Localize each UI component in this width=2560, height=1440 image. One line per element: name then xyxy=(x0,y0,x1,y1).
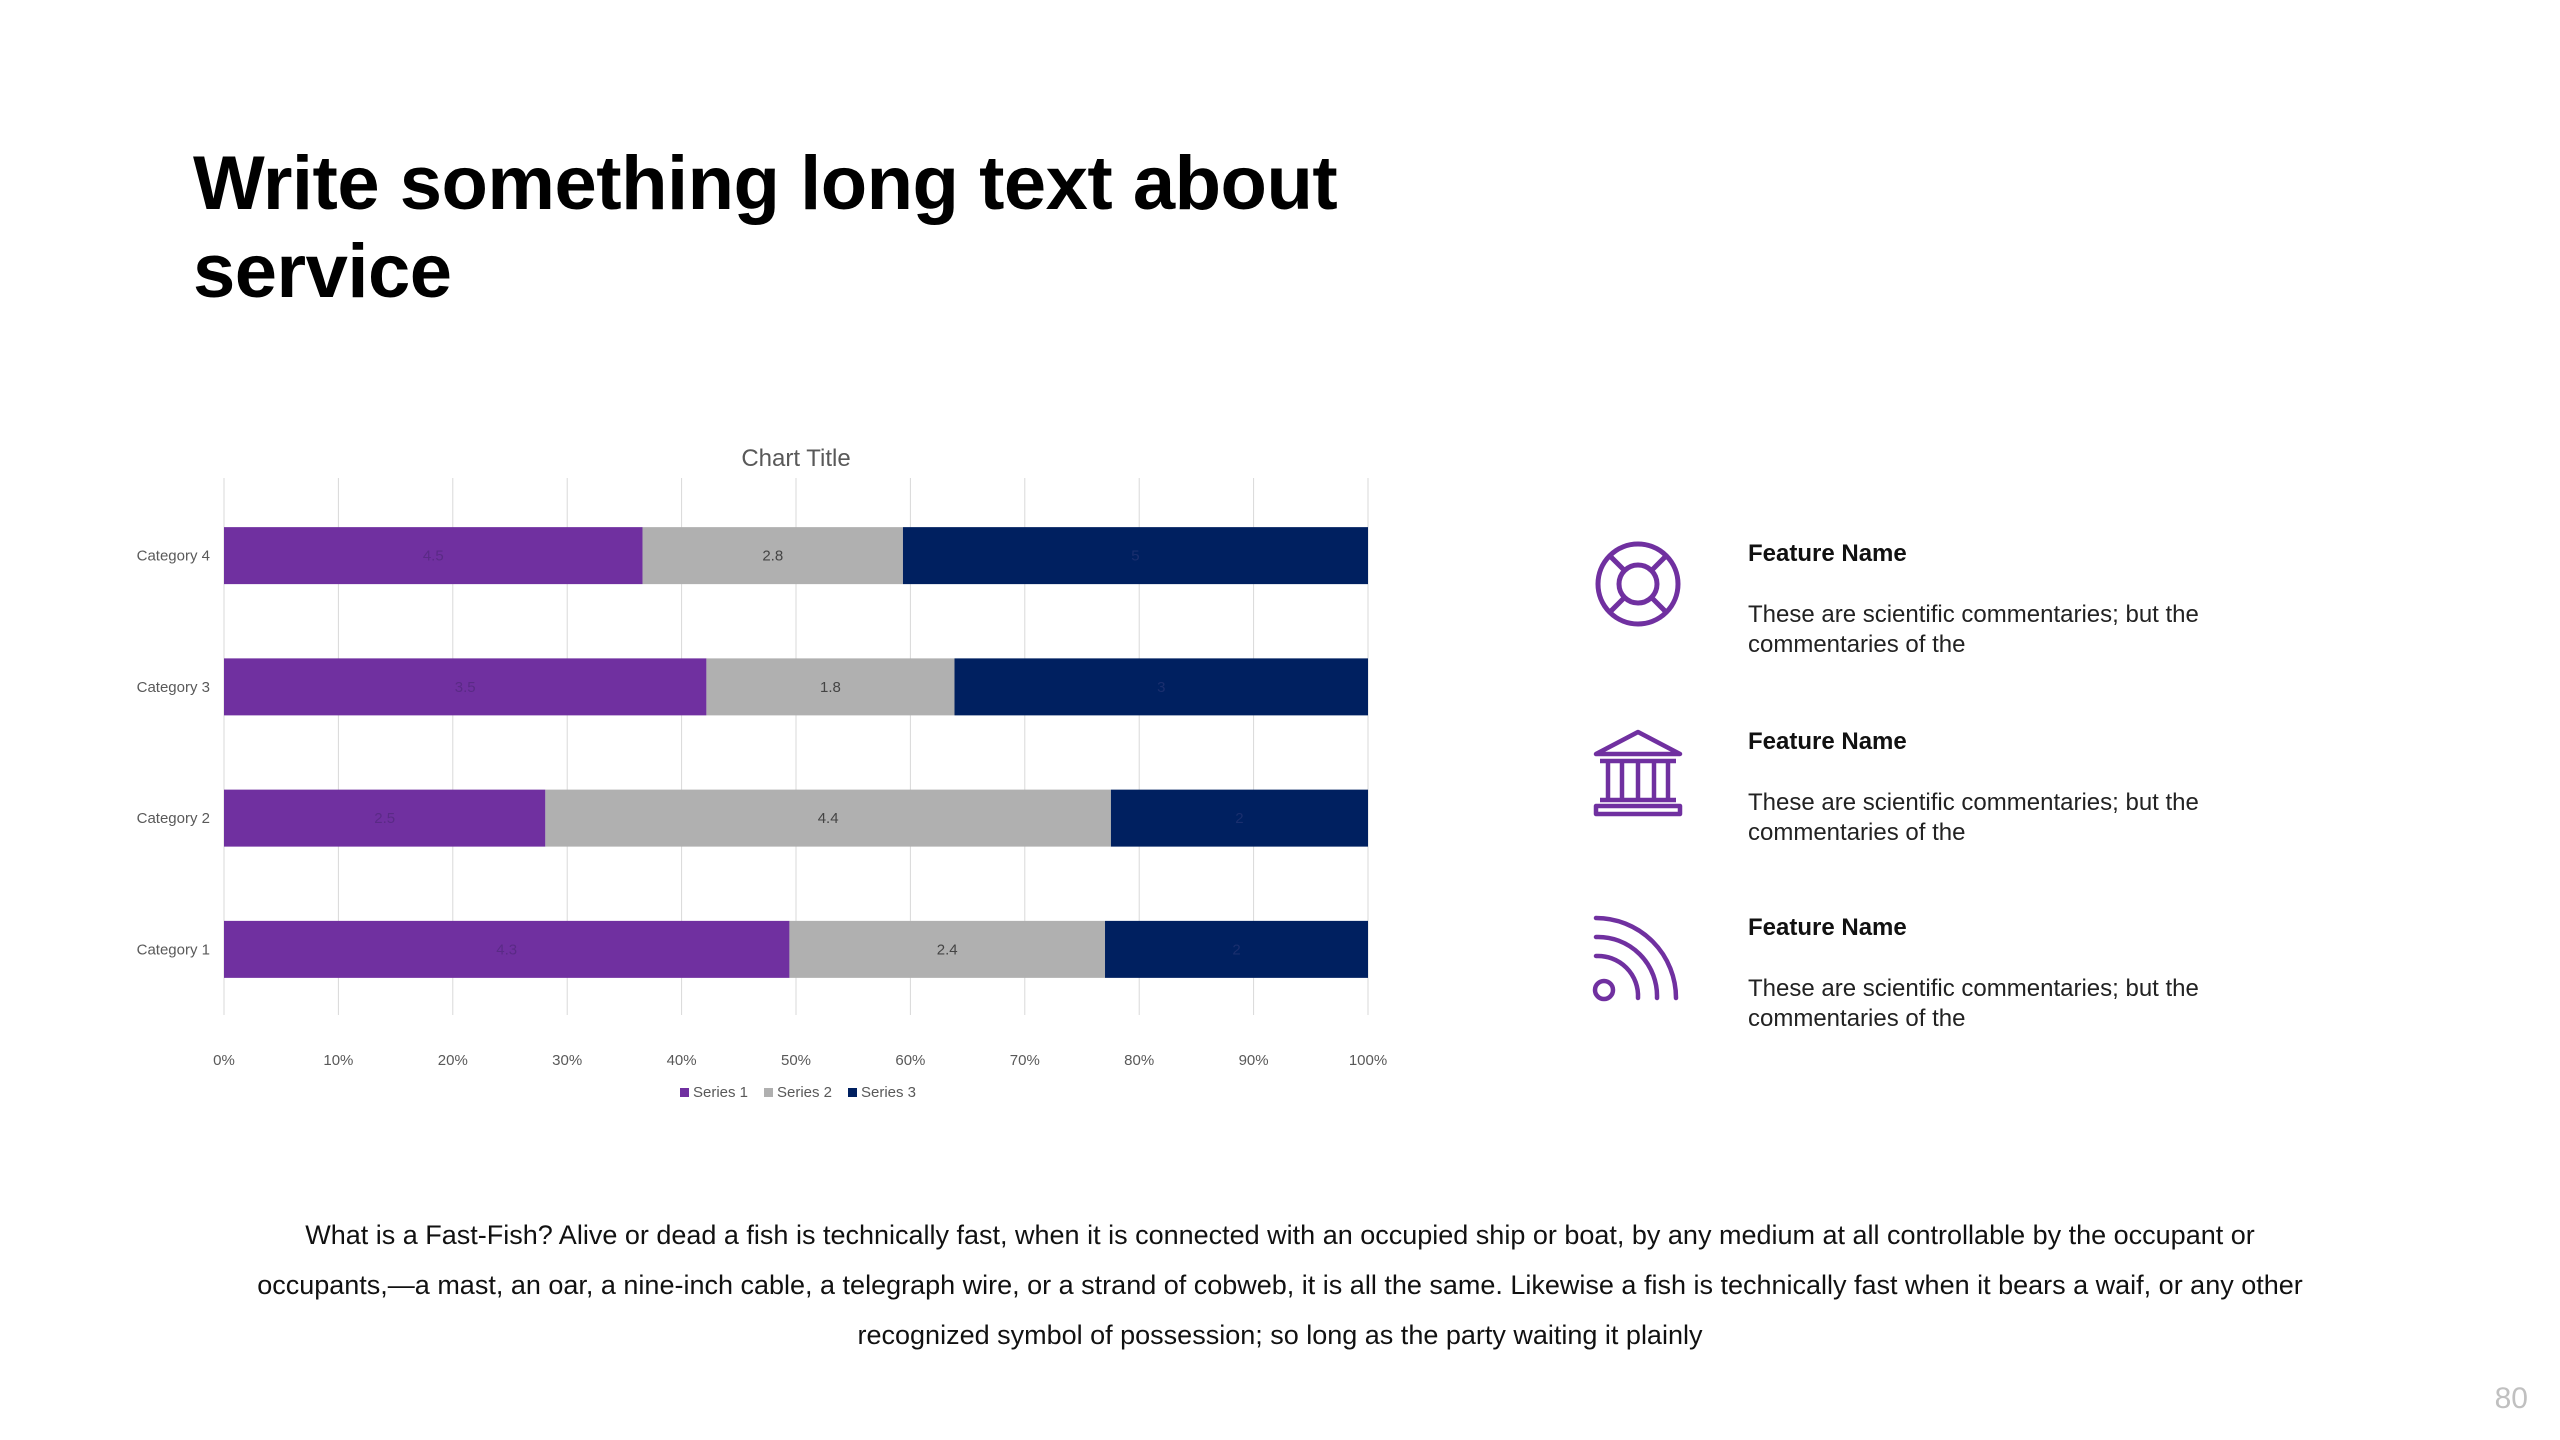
x-tick-label: 90% xyxy=(1239,1052,1269,1069)
data-label: 4.4 xyxy=(818,810,839,827)
bar-segment xyxy=(954,658,1368,716)
x-tick-label: 100% xyxy=(1349,1052,1387,1069)
data-label: 5 xyxy=(1131,548,1139,565)
bar-segment xyxy=(224,658,707,716)
bar-segment xyxy=(789,920,1106,978)
bar-segment xyxy=(224,920,790,978)
legend-label: Series 2 xyxy=(777,1084,832,1101)
x-tick-label: 30% xyxy=(552,1052,582,1069)
feature-item: Feature Name These are scientific commen… xyxy=(1590,718,2350,898)
legend-label: Series 3 xyxy=(861,1084,916,1101)
page-number: 80 xyxy=(2494,1382,2528,1415)
x-tick-label: 70% xyxy=(1010,1052,1040,1069)
data-label: 2.8 xyxy=(762,548,783,565)
feature-name: Feature Name xyxy=(1748,540,1907,567)
data-label: 2.5 xyxy=(374,810,395,827)
category-label: Category 1 xyxy=(137,941,210,958)
data-label: 3 xyxy=(1157,679,1165,696)
data-label: 2 xyxy=(1235,810,1243,827)
rss-feed-icon xyxy=(1590,910,1686,1006)
feature-description: These are scientific commentaries; but t… xyxy=(1748,789,2199,846)
slide-title: Write something long text about service xyxy=(193,141,1338,314)
data-label: 2 xyxy=(1232,941,1240,958)
x-tick-label: 50% xyxy=(781,1052,811,1069)
feature-name: Feature Name xyxy=(1748,728,1907,755)
x-tick-label: 60% xyxy=(895,1052,925,1069)
chart-svg: Chart Title 0% 10% 20% 30% 40% 50% 60% 70% 80% 90%… xyxy=(137,445,1388,1101)
x-tick-label: 10% xyxy=(323,1052,353,1069)
legend-swatch xyxy=(764,1088,773,1097)
data-label: 3.5 xyxy=(455,679,476,696)
category-label: Category 4 xyxy=(137,548,210,565)
category-label: Category 3 xyxy=(137,679,210,696)
feature-item: Feature Name These are scientific commen… xyxy=(1590,530,2350,710)
body-paragraph: What is a Fast-Fish? Alive or dead a fis… xyxy=(257,1220,2303,1350)
bar-segment xyxy=(706,658,955,716)
feature-description: These are scientific commentaries; but t… xyxy=(1748,975,2199,1032)
x-tick-label: 20% xyxy=(438,1052,468,1069)
stacked-bar-chart: Chart Title 0% 10% 20% 30% 40% 50% 60% 70% 80% 90%… xyxy=(100,430,1430,1150)
x-tick-label: 0% xyxy=(213,1052,235,1069)
bank-building-icon xyxy=(1590,724,1686,820)
legend-swatch xyxy=(680,1088,689,1097)
lifebuoy-icon xyxy=(1590,536,1686,632)
data-label: 4.5 xyxy=(423,548,444,565)
data-label: 2.4 xyxy=(937,941,958,958)
bar-segment xyxy=(224,527,643,585)
legend-label: Series 1 xyxy=(693,1084,748,1101)
data-label: 4.3 xyxy=(496,941,517,958)
data-label: 1.8 xyxy=(820,679,841,696)
feature-item: Feature Name These are scientific commen… xyxy=(1590,904,2350,1084)
feature-name: Feature Name xyxy=(1748,914,1907,941)
bar-segment xyxy=(545,789,1111,847)
bar-segment xyxy=(642,527,903,585)
legend-swatch xyxy=(848,1088,857,1097)
bar-segment xyxy=(1110,789,1368,847)
feature-description: These are scientific commentaries; but t… xyxy=(1748,601,2199,658)
bar-segment xyxy=(224,789,546,847)
category-label: Category 2 xyxy=(137,810,210,827)
bar-segment xyxy=(902,527,1368,585)
chart-title: Chart Title xyxy=(741,445,850,472)
x-tick-label: 40% xyxy=(667,1052,697,1069)
bar-segment xyxy=(1105,920,1368,978)
x-tick-label: 80% xyxy=(1124,1052,1154,1069)
